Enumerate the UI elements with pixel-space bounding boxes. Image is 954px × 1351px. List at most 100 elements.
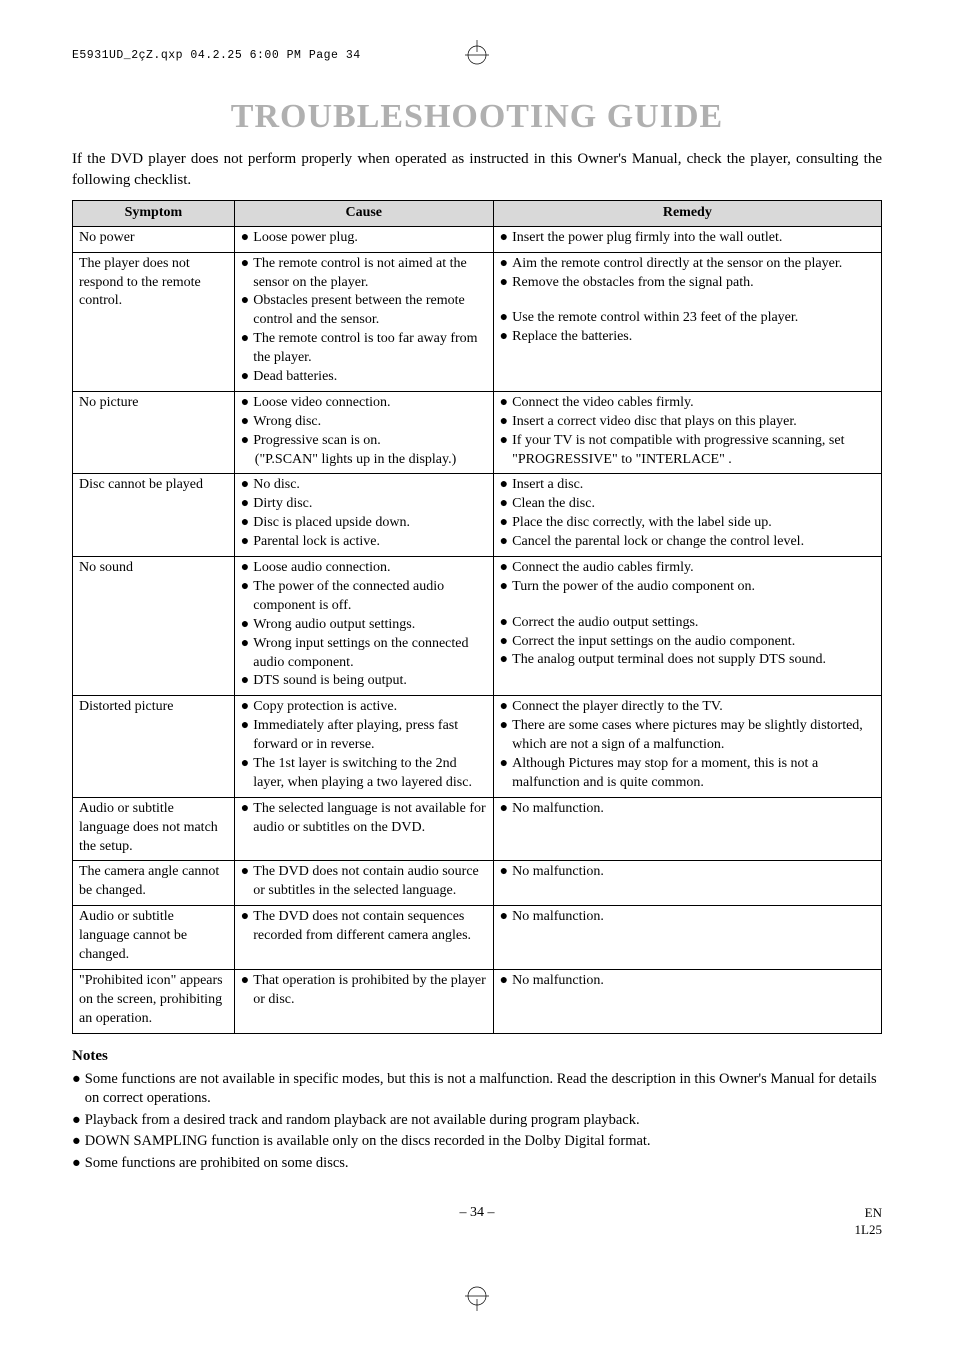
bullet-text: Remove the obstacles from the signal pat…: [512, 274, 875, 293]
table-row: Audio or subtitle language does not matc…: [73, 797, 882, 861]
bullet-text: Correct the input settings on the audio …: [512, 633, 875, 652]
bullet-dot-icon: ●: [500, 908, 512, 927]
bullet-dot-icon: ●: [241, 698, 253, 717]
bullet-dot-icon: ●: [241, 368, 253, 387]
bullet-item: ●Wrong disc.: [241, 413, 487, 432]
bullet-dot-icon: ●: [500, 309, 512, 328]
bullet-item: ●The DVD does not contain sequences reco…: [241, 908, 487, 946]
bullet-item: ●No malfunction.: [500, 863, 875, 882]
table-row: Audio or subtitle language cannot be cha…: [73, 906, 882, 970]
bullet-item: ●No malfunction.: [500, 908, 875, 927]
bullet-text: No malfunction.: [512, 972, 875, 991]
bullet-text: Copy protection is active.: [253, 698, 486, 717]
notes-heading: Notes: [72, 1046, 882, 1066]
bullet-item: ●Turn the power of the audio component o…: [500, 578, 875, 597]
bullet-text: Replace the batteries.: [512, 328, 875, 347]
bullet-item: ●Loose audio connection.: [241, 559, 487, 578]
symptom-cell: No picture: [73, 391, 235, 474]
bullet-item: ●The 1st layer is switching to the 2nd l…: [241, 755, 487, 793]
intro-text: If the DVD player does not perform prope…: [72, 149, 882, 190]
note-text: DOWN SAMPLING function is available only…: [85, 1132, 882, 1152]
symptom-cell: Audio or subtitle language does not matc…: [73, 797, 235, 861]
bullet-dot-icon: ●: [241, 578, 253, 597]
bullet-dot-icon: ●: [241, 476, 253, 495]
bullet-dot-icon: ●: [241, 330, 253, 349]
bullet-dot-icon: ●: [241, 255, 253, 274]
bullet-item: ●Place the disc correctly, with the labe…: [500, 514, 875, 533]
bullet-text: No malfunction.: [512, 863, 875, 882]
bullet-item: ●Parental lock is active.: [241, 533, 487, 552]
bullet-dot-icon: ●: [241, 972, 253, 991]
bullet-item: ●Loose power plug.: [241, 229, 487, 248]
cause-cell: ●The selected language is not available …: [234, 797, 493, 861]
bullet-item: ●The selected language is not available …: [241, 800, 487, 838]
bullet-item: ●Cancel the parental lock or change the …: [500, 533, 875, 552]
bullet-item: ●Connect the player directly to the TV.: [500, 698, 875, 717]
bullet-dot-icon: ●: [500, 698, 512, 717]
table-row: The camera angle cannot be changed. ●The …: [73, 861, 882, 906]
remedy-cell: ●Insert a disc.●Clean the disc.●Place th…: [493, 474, 881, 557]
bullet-dot-icon: ●: [500, 755, 512, 774]
bullet-dot-icon: ●: [241, 559, 253, 578]
symptom-cell: Audio or subtitle language cannot be cha…: [73, 906, 235, 970]
col-header-remedy: Remedy: [493, 200, 881, 226]
bullet-item: ●That operation is prohibited by the pla…: [241, 972, 487, 1010]
page-number: – 34 –: [72, 1204, 882, 1223]
remedy-cell: ●Aim the remote control directly at the …: [493, 252, 881, 391]
table-row: "Prohibited icon" appears on the screen,…: [73, 969, 882, 1033]
bullet-dot-icon: ●: [500, 274, 512, 293]
cause-cell: ●No disc.●Dirty disc.●Disc is placed ups…: [234, 474, 493, 557]
bullet-text: Insert the power plug firmly into the wa…: [512, 229, 875, 248]
bullet-item: ●Wrong audio output settings.: [241, 616, 487, 635]
bullet-item: ●No malfunction.: [500, 972, 875, 991]
footer-code-1l25: 1L25: [855, 1222, 882, 1237]
cause-cell: ●Copy protection is active.●Immediately …: [234, 696, 493, 797]
bullet-item: ●Obstacles present between the remote co…: [241, 292, 487, 330]
note-item: ●Some functions are prohibited on some d…: [72, 1154, 882, 1174]
symptom-cell: Disc cannot be played: [73, 474, 235, 557]
bullet-text: No malfunction.: [512, 908, 875, 927]
bullet-text: The DVD does not contain audio source or…: [253, 863, 486, 901]
bullet-text: The remote control is too far away from …: [253, 330, 486, 368]
bullet-item: ●Correct the input settings on the audio…: [500, 633, 875, 652]
bullet-text: Connect the audio cables firmly.: [512, 559, 875, 578]
bullet-dot-icon: ●: [500, 972, 512, 991]
remedy-cell: ●No malfunction.: [493, 906, 881, 970]
bullet-item: ●The power of the connected audio compon…: [241, 578, 487, 616]
cause-cell: ●Loose power plug.: [234, 226, 493, 252]
bullet-item: ●Insert a disc.: [500, 476, 875, 495]
bullet-item: ●Clean the disc.: [500, 495, 875, 514]
bullet-text: Dirty disc.: [253, 495, 486, 514]
bullet-dot-icon: ●: [241, 616, 253, 635]
col-header-cause: Cause: [234, 200, 493, 226]
bullet-dot-icon: ●: [500, 255, 512, 274]
bullet-text: Although Pictures may stop for a moment,…: [512, 755, 875, 793]
crop-mark-bottom: [462, 1281, 492, 1311]
bullet-dot-icon: ●: [500, 578, 512, 597]
bullet-item: ●Dead batteries.: [241, 368, 487, 387]
bullet-item: ●Copy protection is active.: [241, 698, 487, 717]
bullet-dot-icon: ●: [241, 863, 253, 882]
bullet-text: The power of the connected audio compone…: [253, 578, 486, 616]
bullet-item: ●Insert the power plug firmly into the w…: [500, 229, 875, 248]
bullet-text: The DVD does not contain sequences recor…: [253, 908, 486, 946]
remedy-cell: ●Insert the power plug firmly into the w…: [493, 226, 881, 252]
bullet-dot-icon: ●: [500, 633, 512, 652]
bullet-text: Connect the player directly to the TV.: [512, 698, 875, 717]
bullet-dot-icon: ●: [500, 413, 512, 432]
symptom-cell: The camera angle cannot be changed.: [73, 861, 235, 906]
bullet-text: Connect the video cables firmly.: [512, 394, 875, 413]
bullet-text: No malfunction.: [512, 800, 875, 819]
bullet-item: ●Use the remote control within 23 feet o…: [500, 309, 875, 328]
bullet-text: That operation is prohibited by the play…: [253, 972, 486, 1010]
bullet-dot-icon: ●: [241, 432, 253, 451]
bullet-text: The 1st layer is switching to the 2nd la…: [253, 755, 486, 793]
bullet-text: Aim the remote control directly at the s…: [512, 255, 875, 274]
bullet-text: No disc.: [253, 476, 486, 495]
bullet-item: ●Immediately after playing, press fast f…: [241, 717, 487, 755]
bullet-dot-icon: ●: [500, 717, 512, 736]
bullet-dot-icon: ●: [500, 533, 512, 552]
bullet-dot-icon: ●: [241, 394, 253, 413]
bullet-text: Clean the disc.: [512, 495, 875, 514]
bullet-item: ●Progressive scan is on.: [241, 432, 487, 451]
